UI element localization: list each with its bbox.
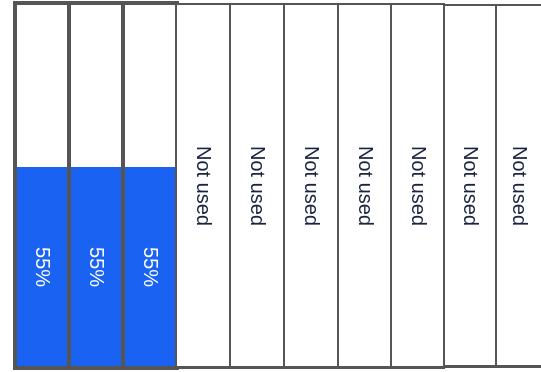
slot-3-used: 55% xyxy=(121,1,179,370)
slot-6-unused: Not used xyxy=(283,3,339,369)
slot-label: Not used xyxy=(246,145,268,226)
slot-label: Not used xyxy=(406,145,429,226)
slot-label: Not used xyxy=(508,145,530,226)
slot-8-unused: Not used xyxy=(390,3,445,369)
slot-label: Not used xyxy=(459,145,481,226)
utilization-fill xyxy=(125,167,175,366)
slot-4-unused: Not used xyxy=(175,3,231,369)
slot-label: Not used xyxy=(354,145,376,226)
slot-2-used: 55% xyxy=(67,1,125,370)
utilization-fill xyxy=(71,167,121,366)
utilization-fill xyxy=(17,167,67,366)
slot-label: 55% xyxy=(31,246,53,287)
slot-label: Not used xyxy=(300,145,322,226)
slot-10-unused: Not used xyxy=(495,4,541,368)
slot-label: 55% xyxy=(85,246,107,287)
slot-5-unused: Not used xyxy=(229,3,285,369)
slot-label: 55% xyxy=(139,246,161,287)
slot-label: Not used xyxy=(192,145,214,226)
slot-7-unused: Not used xyxy=(337,3,393,369)
slot-1-used: 55% xyxy=(13,1,71,370)
slot-9-unused: Not used xyxy=(443,4,497,368)
